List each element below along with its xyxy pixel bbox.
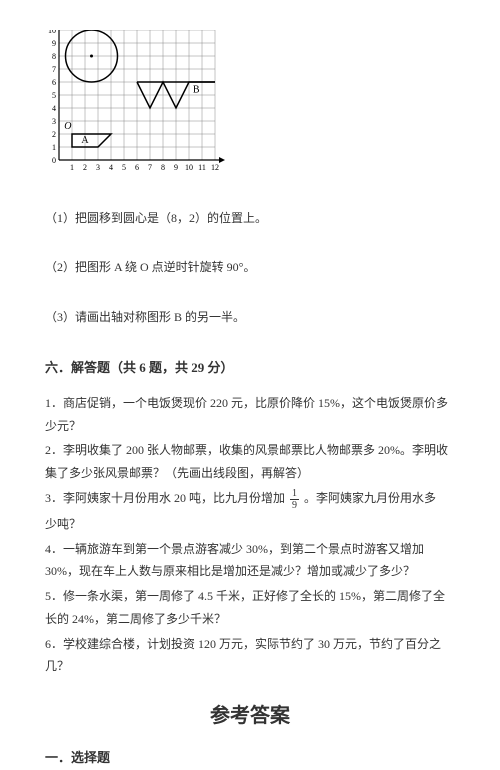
svg-text:0: 0: [52, 156, 56, 165]
question-6-2: 2．李明收集了 200 张人物邮票，收集的风景邮票比人物邮票多 20%。李明收集…: [45, 439, 455, 485]
svg-text:3: 3: [96, 163, 100, 172]
svg-text:1: 1: [70, 163, 74, 172]
q6-3-part-a: 3．李阿姨家十月份用水 20 吨，比九月份增加: [45, 491, 285, 505]
svg-text:O: O: [64, 121, 71, 132]
svg-text:5: 5: [122, 163, 126, 172]
svg-text:10: 10: [185, 163, 193, 172]
question-6-4: 4．一辆旅游车到第一个景点游客减少 30%，到第二个景点时游客又增加 30%，现…: [45, 538, 455, 584]
svg-text:6: 6: [135, 163, 139, 172]
svg-text:1: 1: [52, 143, 56, 152]
svg-text:3: 3: [52, 117, 56, 126]
svg-text:8: 8: [52, 52, 56, 61]
svg-text:2: 2: [83, 163, 87, 172]
question-6-1: 1．商店促销，一个电饭煲现价 220 元，比原价降价 15%，这个电饭煲原价多少…: [45, 392, 455, 438]
section-6-header: 六．解答题（共 6 题，共 29 分）: [45, 356, 455, 379]
question-6-3-line2: 少吨？: [45, 513, 455, 536]
svg-text:11: 11: [198, 163, 206, 172]
svg-text:6: 6: [52, 78, 56, 87]
svg-text:8: 8: [161, 163, 165, 172]
svg-text:A: A: [81, 135, 89, 146]
q6-3-part-b: 。李阿姨家九月份用水多: [304, 491, 436, 505]
grid-figure: 012345678910123456789101112AOB: [45, 30, 455, 183]
svg-text:7: 7: [148, 163, 152, 172]
svg-text:5: 5: [52, 91, 56, 100]
svg-text:7: 7: [52, 65, 56, 74]
svg-text:B: B: [193, 84, 200, 95]
question-6-3: 3．李阿姨家十月份用水 20 吨，比九月份增加 19 。李阿姨家九月份用水多: [45, 487, 455, 511]
svg-text:4: 4: [109, 163, 113, 172]
svg-text:9: 9: [174, 163, 178, 172]
svg-text:4: 4: [52, 104, 56, 113]
svg-text:10: 10: [48, 30, 56, 35]
question-6-5: 5．修一条水渠，第一周修了 4.5 千米，正好修了全长的 15%，第二周修了全长…: [45, 585, 455, 631]
answer-title: 参考答案: [45, 698, 455, 734]
fraction-1-9: 19: [290, 488, 299, 511]
svg-text:12: 12: [211, 163, 219, 172]
sub-question-3: （3）请画出轴对称图形 B 的另一半。: [45, 307, 455, 329]
sub-question-2: （2）把图形 A 绕 O 点逆时针旋转 90°。: [45, 257, 455, 279]
coordinate-grid-svg: 012345678910123456789101112AOB: [45, 30, 225, 175]
svg-text:2: 2: [52, 130, 56, 139]
fraction-denominator: 9: [290, 500, 299, 511]
sub-question-1: （1）把圆移到圆心是（8，2）的位置上。: [45, 208, 455, 230]
question-6-6: 6．学校建综合楼，计划投资 120 万元，实际节约了 30 万元，节约了百分之几…: [45, 633, 455, 679]
answer-sub-section: 一．选择题: [45, 746, 455, 769]
fraction-numerator: 1: [290, 488, 299, 500]
svg-text:9: 9: [52, 39, 56, 48]
